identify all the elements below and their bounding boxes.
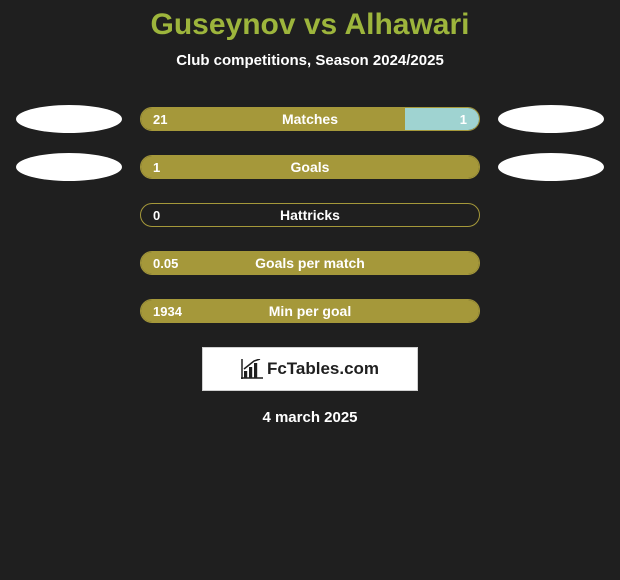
bar-chart-icon xyxy=(241,359,263,379)
player-right-marker xyxy=(498,249,604,277)
player-left-marker xyxy=(16,105,122,133)
player-left-marker xyxy=(16,153,122,181)
player-left-marker xyxy=(16,297,122,325)
stat-label: Goals xyxy=(141,156,479,178)
stats-list: 211Matches 1Goals 0Hattricks 0.05Goals per … xyxy=(0,107,620,323)
logo-box[interactable]: FcTables.com xyxy=(202,347,418,391)
stat-bar: 211Matches xyxy=(140,107,480,131)
stat-label: Goals per match xyxy=(141,252,479,274)
stat-bar: 0Hattricks xyxy=(140,203,480,227)
player-right-marker xyxy=(498,105,604,133)
stat-row: 1Goals xyxy=(0,155,620,179)
comparison-widget: Guseynov vs Alhawari Club competitions, … xyxy=(0,0,620,426)
stat-row: 211Matches xyxy=(0,107,620,131)
date-label: 4 march 2025 xyxy=(0,409,620,426)
player-right-marker xyxy=(498,201,604,229)
player-left-marker xyxy=(16,249,122,277)
subtitle: Club competitions, Season 2024/2025 xyxy=(0,52,620,69)
player-right-marker xyxy=(498,297,604,325)
stat-row: 1934Min per goal xyxy=(0,299,620,323)
stat-bar: 1934Min per goal xyxy=(140,299,480,323)
stat-label: Min per goal xyxy=(141,300,479,322)
logo: FcTables.com xyxy=(241,359,379,379)
stat-row: 0Hattricks xyxy=(0,203,620,227)
logo-text: FcTables.com xyxy=(267,359,379,379)
stat-bar: 1Goals xyxy=(140,155,480,179)
page-title: Guseynov vs Alhawari xyxy=(0,8,620,42)
stat-bar: 0.05Goals per match xyxy=(140,251,480,275)
player-right-marker xyxy=(498,153,604,181)
stat-label: Matches xyxy=(141,108,479,130)
player-left-marker xyxy=(16,201,122,229)
stat-label: Hattricks xyxy=(141,204,479,226)
stat-row: 0.05Goals per match xyxy=(0,251,620,275)
